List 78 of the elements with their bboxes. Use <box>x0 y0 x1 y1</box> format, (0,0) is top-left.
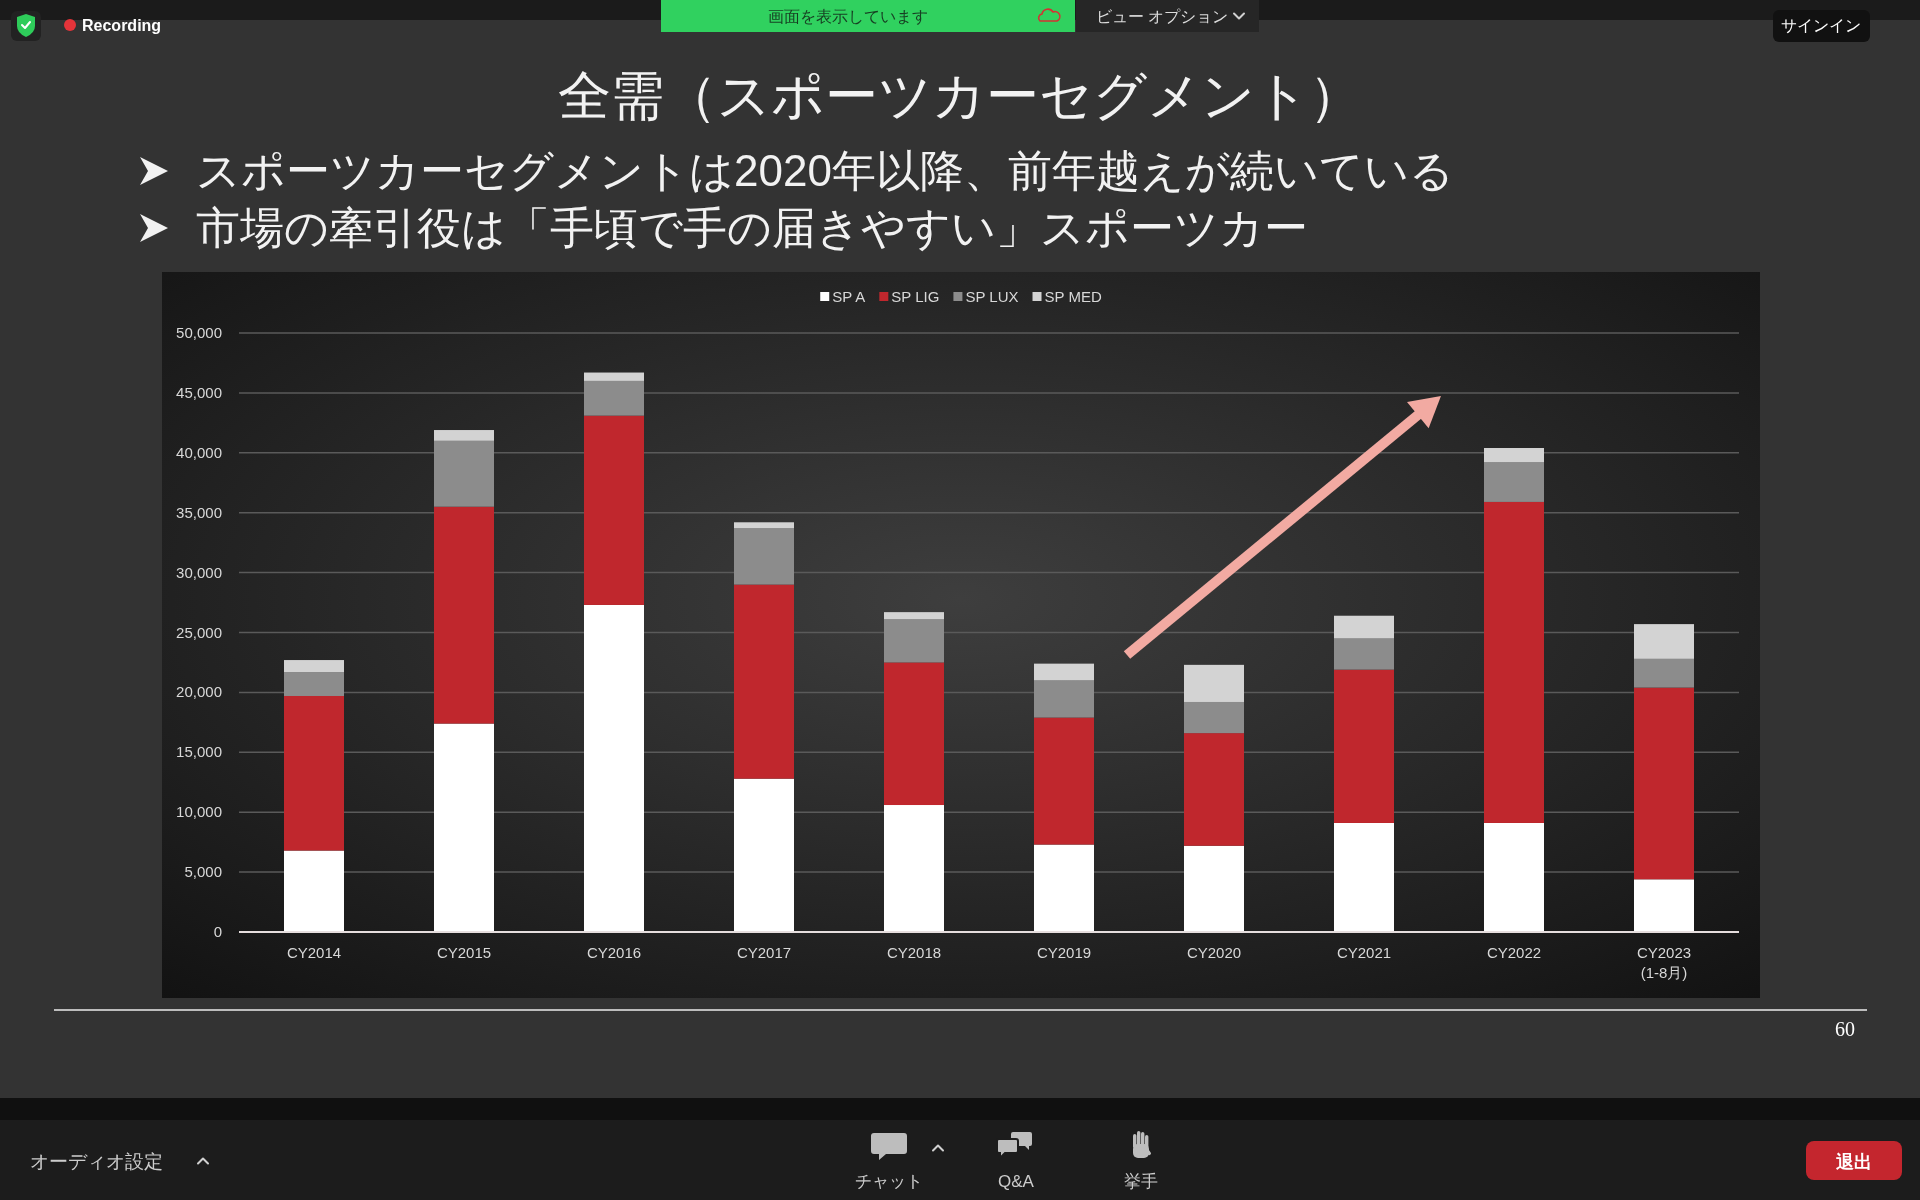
text: チャット <box>855 1172 923 1191</box>
bar <box>1184 733 1244 846</box>
bar <box>284 660 344 673</box>
x-tick-label: CY2021 <box>1336 944 1392 961</box>
bar <box>1484 822 1544 932</box>
legend-label: SP LIG <box>891 288 940 305</box>
bar <box>584 415 644 605</box>
y-tick-label: 45,000 <box>176 383 222 401</box>
bar <box>1634 658 1694 688</box>
bar <box>1184 701 1244 734</box>
bar <box>1184 664 1244 702</box>
bar <box>584 372 644 381</box>
x-tick-label: CY2016 <box>586 944 642 961</box>
bar <box>1484 448 1544 463</box>
text: Q&A <box>998 1172 1035 1191</box>
bar <box>884 612 944 620</box>
y-tick-label: 15,000 <box>176 743 222 761</box>
bar <box>1334 669 1394 823</box>
bar <box>1334 822 1394 932</box>
y-tick-label: 50,000 <box>176 324 222 341</box>
x-tick-label: CY2023 (1-8月) <box>1636 944 1692 981</box>
x-tick-label: CY2015 <box>436 944 492 961</box>
x-tick-label: CY2019 <box>1036 944 1092 961</box>
text: 退出 <box>1835 1152 1872 1172</box>
chart-title: 全需（スポーツカーセグメント） <box>558 66 1362 125</box>
y-tick-label: 40,000 <box>176 443 222 461</box>
text: ビュー オプション <box>1096 8 1229 25</box>
bar <box>884 805 944 932</box>
bar <box>434 506 494 724</box>
x-tick-label: CY2017 <box>736 944 792 961</box>
bar <box>1334 615 1394 639</box>
bar <box>434 430 494 441</box>
bar <box>884 662 944 806</box>
bar <box>884 619 944 663</box>
bar <box>1184 845 1244 932</box>
bar <box>1034 663 1094 681</box>
text: 挙手 <box>1124 1172 1158 1191</box>
legend-label: SP MED <box>1044 288 1102 305</box>
bar <box>584 604 644 932</box>
bar <box>284 850 344 932</box>
text: サインイン <box>1781 17 1861 34</box>
bar <box>434 723 494 932</box>
y-tick-label: 5,000 <box>184 863 222 881</box>
bar <box>1034 844 1094 932</box>
y-tick-label: 35,000 <box>176 503 222 521</box>
bar <box>1634 879 1694 932</box>
bar <box>1484 501 1544 823</box>
legend-label: SP LUX <box>965 288 1019 305</box>
x-tick-label: CY2020 <box>1186 944 1242 961</box>
bar <box>1334 638 1394 670</box>
y-tick-label: 25,000 <box>176 623 222 641</box>
x-tick-label: CY2018 <box>886 944 942 961</box>
text: Recording <box>82 17 162 34</box>
x-tick-label: CY2014 <box>286 944 342 961</box>
text: 画面を表示しています <box>768 8 928 25</box>
bar <box>434 440 494 507</box>
bar <box>284 672 344 696</box>
y-tick-label: 30,000 <box>176 563 222 581</box>
bar <box>284 695 344 851</box>
bar <box>1034 680 1094 718</box>
bar <box>1634 687 1694 880</box>
bar <box>1034 717 1094 845</box>
bar <box>734 522 794 529</box>
legend-label: SP A <box>832 288 866 305</box>
bar <box>1634 624 1694 659</box>
y-tick-label: 10,000 <box>176 803 222 821</box>
text: 60 <box>1835 1018 1855 1040</box>
bar <box>584 380 644 416</box>
text: オーディオ設定 <box>30 1151 163 1172</box>
x-tick-label: CY2022 <box>1486 944 1542 961</box>
bar <box>1484 462 1544 502</box>
bar <box>734 778 794 932</box>
text: スポーツカーセグメントは2020年以降、前年越えが続いている <box>196 146 1454 195</box>
bar <box>734 584 794 779</box>
text: 市場の牽引役は「手頃で手の届きやすい」スポーツカー <box>196 203 1308 252</box>
y-tick-label: 0 <box>213 923 222 940</box>
y-tick-label: 20,000 <box>176 683 222 701</box>
bar <box>734 528 794 585</box>
